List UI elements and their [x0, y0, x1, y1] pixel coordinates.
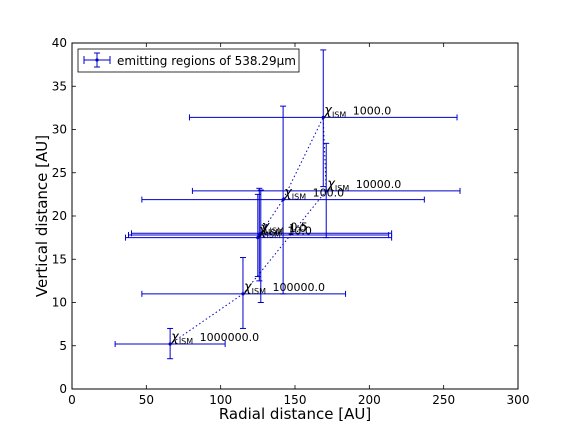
legend-box — [77, 48, 300, 73]
legend-marker — [83, 52, 111, 68]
y-tick-label: 20 — [52, 209, 67, 223]
x-tick-label: 250 — [432, 393, 455, 407]
point-label: χISM 1.0 — [259, 221, 306, 237]
point-label: χISM 100.0 — [283, 186, 344, 202]
data-point — [256, 236, 260, 240]
point-label: χISM 0.5 — [261, 219, 308, 235]
legend-point — [95, 58, 99, 62]
data-point — [168, 342, 172, 346]
dotted-connector — [169, 117, 327, 345]
y-axis-label: Vertical distance [AU] — [33, 135, 51, 297]
x-axis-label: Radial distance [AU] — [219, 405, 371, 423]
y-tick-label: 40 — [52, 36, 67, 50]
y-tick-label: 10 — [52, 296, 67, 310]
data-point — [259, 231, 263, 235]
y-tick-label: 35 — [52, 79, 67, 93]
point-label: χISM 10000.0 — [326, 177, 401, 193]
x-tick-label: 150 — [284, 393, 307, 407]
y-tick-label: 30 — [52, 123, 67, 137]
axis-ticks: 0 50 100 150 200 250 300 0 5 10 15 20 25 30 35 40 — [52, 36, 530, 407]
x-tick-label: 300 — [507, 393, 530, 407]
plot-area — [72, 43, 518, 389]
y-tick-label: 0 — [59, 382, 67, 396]
data-point — [281, 197, 285, 202]
x-tick-label: 200 — [358, 393, 381, 407]
x-tick-label: 100 — [209, 393, 232, 407]
x-tick-label: 50 — [139, 393, 154, 407]
point-label: χISM 1000000.0 — [170, 330, 259, 346]
point-label: χISM 10.0 — [258, 224, 312, 240]
y-tick-label: 15 — [52, 252, 67, 266]
data-point — [324, 189, 328, 193]
point-label: χISM 100000.0 — [243, 280, 325, 296]
legend-label: emitting regions of 538.29μm — [117, 54, 296, 68]
y-tick-label: 25 — [52, 166, 67, 180]
data-point — [241, 292, 245, 296]
data-point — [321, 115, 325, 119]
data-points — [168, 115, 328, 346]
legend: emitting regions of 538.29μm — [77, 48, 300, 73]
y-tick-label: 5 — [59, 339, 67, 353]
plot-frame — [71, 42, 519, 390]
x-tick-label: 0 — [68, 393, 76, 407]
point-label: χISM 1000.0 — [323, 103, 391, 119]
connecting-lines — [169, 117, 327, 345]
